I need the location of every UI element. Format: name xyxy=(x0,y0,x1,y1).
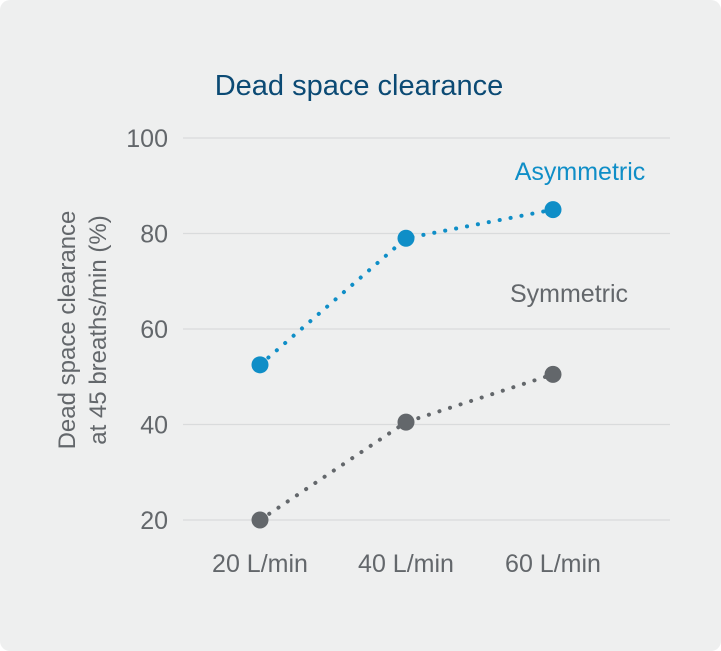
series-label-symmetric: Symmetric xyxy=(510,280,628,308)
series-asymmetric xyxy=(251,201,562,374)
y-tick-label-80: 80 xyxy=(140,221,168,249)
series-symmetric xyxy=(251,365,562,529)
y-axis-label: Dead space clearance at 45 breaths/min (… xyxy=(54,211,112,450)
data-point-asymmetric-2 xyxy=(544,201,562,219)
series-layer xyxy=(251,201,562,529)
y-axis-label-line-2: at 45 breaths/min (%) xyxy=(85,215,112,444)
y-axis-label-line-1: Dead space clearance xyxy=(54,211,81,450)
y-tick-label-100: 100 xyxy=(126,125,168,153)
series-labels: Asymmetric Symmetric xyxy=(510,158,645,308)
data-point-asymmetric-0 xyxy=(251,356,269,374)
x-tick-label-0: 20 L/min xyxy=(212,550,308,578)
series-line-symmetric xyxy=(258,372,555,522)
y-tick-label-40: 40 xyxy=(140,412,168,440)
x-tick-label-2: 60 L/min xyxy=(505,550,601,578)
series-label-asymmetric: Asymmetric xyxy=(515,158,646,186)
x-tick-labels: 20 L/min 40 L/min 60 L/min xyxy=(212,550,601,578)
y-tick-label-60: 60 xyxy=(140,316,168,344)
data-point-symmetric-1 xyxy=(397,413,415,431)
grid-lines xyxy=(183,137,670,521)
y-tick-labels: 20 40 60 80 100 xyxy=(126,125,168,535)
chart-title: Dead space clearance xyxy=(215,70,504,102)
x-tick-label-1: 40 L/min xyxy=(358,550,454,578)
data-point-symmetric-0 xyxy=(251,511,269,529)
data-point-symmetric-2 xyxy=(544,365,562,383)
y-tick-label-20: 20 xyxy=(140,507,168,535)
data-point-asymmetric-1 xyxy=(397,229,415,247)
